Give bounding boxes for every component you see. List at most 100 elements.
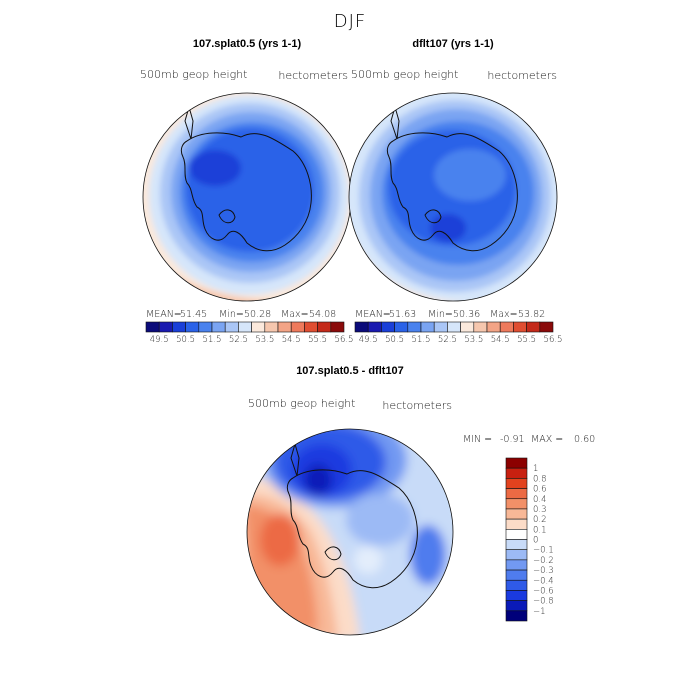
cbar-right-swatch-6 (433, 321, 448, 333)
cbar-right-tick-label: 54.5 (491, 335, 510, 345)
cbar-right-swatch-9 (473, 321, 488, 333)
cbar-diff-swatch-15 (505, 610, 528, 622)
cbar-diff-tick-label: 0.1 (533, 525, 547, 535)
panel-diff-max-value: 0.60 (574, 434, 595, 445)
panel-left-max-label: Max= (281, 309, 309, 320)
cbar-right-swatch-12 (513, 321, 527, 333)
map-b-core (430, 214, 466, 242)
cbar-right-swatch-3 (394, 321, 409, 333)
cbar-diff-swatch-10 (505, 559, 528, 571)
cbar-left-swatch-1 (158, 321, 173, 333)
panel-diff-variable-label: 500mb geop height (248, 397, 355, 410)
panel-left-colorbar: 49.5 50.5 51.5 52.5 53.5 54.5 55.5 56.5 (145, 321, 354, 345)
cbar-diff-tick-label: 0.8 (533, 474, 547, 484)
panel-diff: 107.splat0.5 - dflt107 500mb geop height… (246, 365, 595, 636)
cbar-left-tick-label: 49.5 (150, 335, 169, 345)
cbar-right-swatch-11 (499, 321, 514, 333)
panel-right-colorbar: 49.5 50.5 51.5 52.5 53.5 54.5 55.5 56.5 (354, 321, 563, 345)
panel-left: 107.splat0.5 (yrs 1-1) 500mb geop height… (140, 38, 354, 345)
cbar-left-tick-label: 51.5 (203, 335, 222, 345)
cbar-left-swatch-5 (211, 321, 226, 333)
cbar-left-swatch-12 (304, 321, 318, 333)
panel-right-map-border (348, 92, 558, 302)
panel-left-min-label: Min= (219, 309, 244, 320)
panel-right-variable-label: 500mb geop height (351, 68, 458, 81)
cbar-diff-swatch-5 (505, 508, 528, 520)
panel-right: dflt107 (yrs 1-1) 500mb geop height hect… (348, 38, 563, 345)
panel-diff-map-border (246, 428, 454, 636)
panel-right-mean-label: MEAN= (355, 309, 391, 320)
panel-right-mean-value: 51.63 (389, 309, 416, 320)
panel-left-title: 107.splat0.5 (yrs 1-1) (193, 38, 302, 50)
cbar-diff-tick-label: 0.3 (533, 505, 547, 515)
panel-diff-max-label: MAX = (531, 434, 563, 445)
cbar-diff-tick-label: −0.4 (533, 576, 554, 586)
panel-right-min-value: 50.36 (453, 309, 480, 320)
panel-left-mean-value: 51.45 (180, 309, 207, 320)
cbar-diff-swatch-4 (505, 498, 528, 510)
cbar-right-tick-label: 52.5 (438, 335, 457, 345)
cbar-left-swatch-14 (330, 321, 345, 333)
cbar-left-swatch-4 (198, 321, 213, 333)
cbar-left-swatch-3 (185, 321, 200, 333)
panel-right-min-label: Min= (428, 309, 453, 320)
map-c-cool-right (410, 525, 446, 585)
figure-title: DJF (334, 11, 367, 32)
map-a-core (189, 150, 241, 186)
cbar-left-tick-label: 56.5 (335, 335, 354, 345)
map-c-warm-core (260, 514, 300, 566)
cbar-right-swatch-4 (407, 321, 422, 333)
cbar-left-tick-label: 55.5 (308, 335, 327, 345)
cbar-diff-tick-label: 1 (533, 464, 538, 474)
panel-left-map (143, 93, 351, 301)
panel-diff-min-label: MIN = (463, 434, 492, 445)
cbar-diff-swatch-14 (505, 600, 528, 612)
cbar-diff-tick-label: 0 (533, 536, 538, 546)
panel-diff-min-value: -0.91 (500, 434, 525, 445)
cbar-right-tick-label: 51.5 (412, 335, 431, 345)
cbar-right-swatch-14 (539, 321, 554, 333)
cbar-diff-tick-label: −0.3 (533, 566, 554, 576)
cbar-diff-swatch-1 (505, 467, 528, 479)
panel-left-min-value: 50.28 (244, 309, 271, 320)
cbar-right-tick-label: 55.5 (517, 335, 536, 345)
cbar-diff-tick-label: −0.8 (533, 597, 554, 607)
cbar-left-swatch-9 (264, 321, 279, 333)
cbar-diff-swatch-0 (505, 457, 528, 469)
panel-left-variable-label: 500mb geop height (140, 68, 247, 81)
cbar-diff-tick-label: −1 (533, 607, 546, 617)
panel-diff-map (247, 429, 453, 635)
panel-right-map (349, 93, 557, 301)
map-c-neutral-patch (354, 546, 382, 574)
cbar-right-swatch-13 (526, 321, 541, 333)
cbar-left-swatch-8 (251, 321, 266, 333)
cbar-right-swatch-1 (367, 321, 382, 333)
map-c-cool-core (304, 464, 332, 496)
cbar-left-swatch-11 (290, 321, 305, 333)
cbar-left-swatch-7 (238, 321, 252, 333)
cbar-diff-tick-label: −0.1 (533, 546, 554, 556)
cbar-left-tick-label: 54.5 (282, 335, 301, 345)
cbar-left-swatch-6 (224, 321, 239, 333)
cbar-right-tick-label: 53.5 (464, 335, 483, 345)
cbar-left-swatch-10 (277, 321, 292, 333)
panel-right-max-label: Max= (490, 309, 518, 320)
cbar-left-swatch-0 (145, 321, 160, 333)
cbar-right-tick-label: 50.5 (385, 335, 404, 345)
cbar-diff-tick-label: 0.2 (533, 515, 547, 525)
cbar-diff-swatch-12 (505, 579, 528, 591)
cbar-left-tick-label: 53.5 (255, 335, 274, 345)
panel-diff-title: 107.splat0.5 - dflt107 (296, 365, 404, 377)
panel-right-max-value: 53.82 (518, 309, 545, 320)
cbar-diff-swatch-9 (505, 549, 528, 561)
cbar-diff-tick-label: −0.6 (533, 586, 554, 596)
cbar-diff-tick-label: −0.2 (533, 556, 554, 566)
panel-left-max-value: 54.08 (309, 309, 336, 320)
cbar-right-swatch-5 (420, 321, 435, 333)
cbar-right-tick-label: 56.5 (544, 335, 563, 345)
panel-diff-colorbar: 10.80.60.40.30.20.10−0.1−0.2−0.3−0.4−0.6… (505, 457, 554, 622)
cbar-left-swatch-13 (317, 321, 332, 333)
cbar-diff-tick-label: 0.6 (533, 485, 547, 495)
cbar-right-tick-label: 49.5 (359, 335, 378, 345)
